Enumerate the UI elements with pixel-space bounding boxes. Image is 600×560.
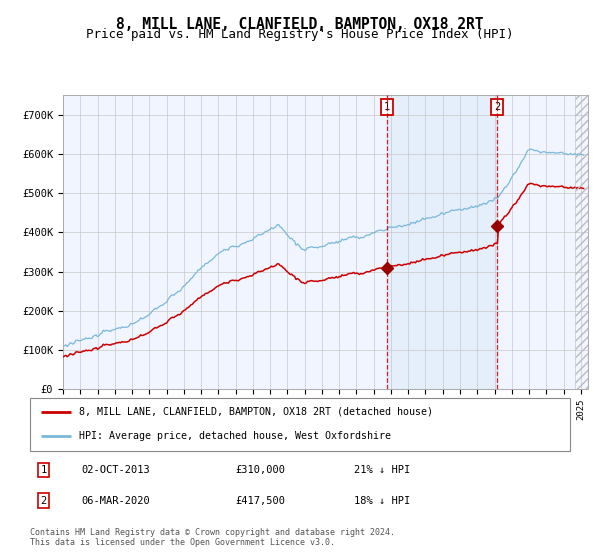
Text: HPI: Average price, detached house, West Oxfordshire: HPI: Average price, detached house, West… [79, 431, 391, 441]
Text: 21% ↓ HPI: 21% ↓ HPI [354, 465, 410, 475]
Text: 2: 2 [494, 102, 500, 112]
Bar [386, 95, 497, 389]
FancyBboxPatch shape [30, 398, 570, 451]
Text: 8, MILL LANE, CLANFIELD, BAMPTON, OX18 2RT: 8, MILL LANE, CLANFIELD, BAMPTON, OX18 2… [116, 17, 484, 32]
Text: 1: 1 [40, 465, 47, 475]
Text: 18% ↓ HPI: 18% ↓ HPI [354, 496, 410, 506]
Text: 02-OCT-2013: 02-OCT-2013 [82, 465, 150, 475]
Text: 8, MILL LANE, CLANFIELD, BAMPTON, OX18 2RT (detached house): 8, MILL LANE, CLANFIELD, BAMPTON, OX18 2… [79, 407, 433, 417]
Text: 2: 2 [40, 496, 47, 506]
Text: £417,500: £417,500 [235, 496, 285, 506]
Text: 06-MAR-2020: 06-MAR-2020 [82, 496, 150, 506]
Text: £310,000: £310,000 [235, 465, 285, 475]
Text: This data is licensed under the Open Government Licence v3.0.: This data is licensed under the Open Gov… [30, 538, 335, 547]
Text: Price paid vs. HM Land Registry's House Price Index (HPI): Price paid vs. HM Land Registry's House … [86, 28, 514, 41]
Text: Contains HM Land Registry data © Crown copyright and database right 2024.: Contains HM Land Registry data © Crown c… [30, 528, 395, 536]
Text: 1: 1 [383, 102, 390, 112]
